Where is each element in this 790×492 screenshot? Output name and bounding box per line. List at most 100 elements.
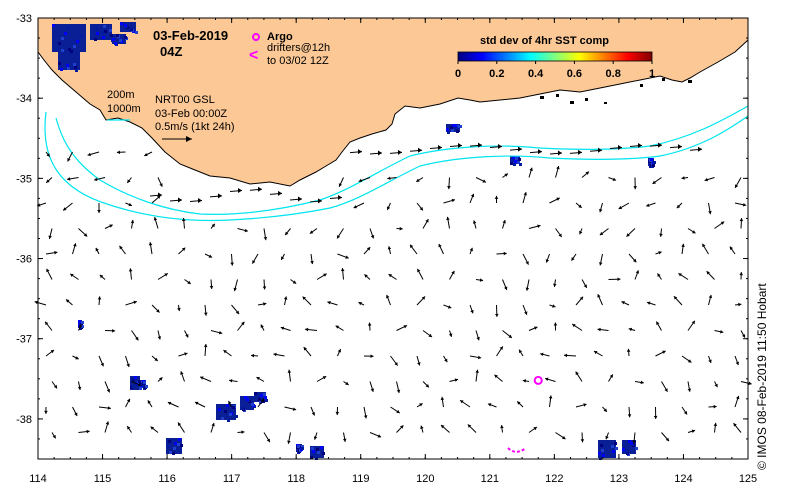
- x-tick-label: 115: [94, 473, 112, 485]
- current-vector: [416, 402, 423, 408]
- current-vector: [287, 369, 292, 382]
- current-vector: [449, 378, 459, 382]
- sst-pixel: [653, 161, 656, 164]
- current-vector: [178, 352, 188, 357]
- product-line-2: 03-Feb 00:00Z: [155, 108, 227, 120]
- sst-pixel: [81, 325, 84, 328]
- sst-pixel: [625, 451, 628, 454]
- sst-pixel: [112, 38, 115, 41]
- sst-pixel: [598, 452, 601, 455]
- current-vector: [98, 355, 104, 367]
- current-vector: [448, 330, 453, 337]
- sst-pixel: [518, 158, 521, 161]
- current-vector: [708, 202, 712, 215]
- current-vector: [233, 279, 238, 292]
- sst-pixel: [511, 159, 514, 162]
- x-tick-label: 116: [158, 473, 176, 485]
- sst-pixel: [129, 27, 132, 30]
- current-vector: [126, 177, 132, 184]
- sst-pixel: [110, 34, 113, 37]
- sst-pixel: [75, 69, 78, 72]
- current-vector: [734, 302, 742, 307]
- current-vector: [602, 406, 608, 413]
- sst-pixel: [138, 380, 141, 383]
- current-vector: [280, 253, 285, 261]
- coastal-current-vector: [249, 186, 263, 192]
- current-vector: [257, 398, 265, 408]
- current-vector: [739, 272, 744, 280]
- current-vector: [475, 177, 487, 183]
- sst-pixel: [66, 64, 69, 67]
- current-vector: [579, 228, 583, 235]
- current-vector: [180, 371, 185, 382]
- sst-pixel: [513, 163, 516, 166]
- current-vector: [593, 350, 603, 357]
- sst-pixel: [180, 444, 183, 447]
- coastal-current-vector: [169, 197, 183, 203]
- current-vector: [327, 301, 338, 306]
- current-vector: [223, 349, 232, 357]
- x-tick-label: 122: [545, 473, 563, 485]
- sst-pixel: [135, 31, 138, 34]
- current-vector: [713, 422, 718, 433]
- current-vector: [44, 321, 53, 331]
- sst-pixel: [317, 451, 320, 454]
- current-vector: [518, 349, 524, 357]
- current-vector: [714, 221, 725, 229]
- current-vector: [396, 381, 401, 394]
- current-vector: [99, 274, 106, 280]
- sst-pixel: [652, 164, 655, 167]
- current-vector: [446, 216, 450, 229]
- sst-pixel: [320, 446, 323, 449]
- current-vector: [338, 177, 344, 187]
- sst-pixel: [169, 451, 172, 454]
- current-vector: [487, 403, 497, 408]
- current-vector: [77, 381, 82, 391]
- current-vector: [263, 432, 271, 443]
- current-vector: [687, 320, 696, 331]
- sst-pixel: [178, 438, 181, 441]
- y-tick-label: -35: [16, 173, 32, 185]
- x-tick-label: 119: [352, 473, 370, 485]
- current-vector: [210, 223, 216, 229]
- sst-pixel: [61, 49, 64, 52]
- x-tick-label: 117: [223, 473, 241, 485]
- current-vector: [632, 432, 636, 444]
- current-vector: [475, 369, 479, 382]
- coastal-current-vector: [369, 150, 383, 156]
- y-tick-label: -34: [16, 93, 32, 105]
- current-vector: [516, 401, 524, 408]
- current-vector: [387, 176, 397, 181]
- current-vector: [528, 426, 538, 433]
- current-vector: [440, 424, 450, 433]
- sst-pixel: [114, 42, 117, 45]
- islands: [540, 78, 692, 104]
- sst-pixel: [226, 404, 229, 407]
- sst-pixel: [59, 65, 62, 68]
- coastal-current-vector: [629, 142, 643, 148]
- current-vector: [571, 323, 583, 331]
- current-vector: [44, 406, 48, 414]
- sst-pixel: [322, 452, 325, 455]
- colorbar-title: std dev of 4hr SST comp: [480, 35, 609, 47]
- sst-pixel: [457, 125, 460, 128]
- current-vector: [469, 304, 474, 314]
- sst-pixel: [73, 45, 76, 48]
- colorbar-tick-label: 0.6: [567, 68, 582, 80]
- current-vector: [97, 296, 102, 306]
- coastal-current-vector: [349, 149, 363, 155]
- current-vector: [364, 274, 371, 280]
- coastal-current-vector: [149, 192, 163, 198]
- current-vector: [571, 253, 577, 261]
- current-vector: [633, 177, 637, 190]
- sst-pixel: [227, 419, 230, 422]
- current-vector: [540, 352, 550, 357]
- sst-pixel: [95, 27, 98, 30]
- sst-pixel: [301, 445, 304, 448]
- current-vector: [626, 348, 631, 357]
- map-hour: 04Z: [160, 44, 182, 59]
- current-vector: [284, 228, 291, 236]
- sst-pixel: [221, 417, 224, 420]
- current-vector: [387, 246, 392, 255]
- colorbar-bar: [457, 51, 653, 62]
